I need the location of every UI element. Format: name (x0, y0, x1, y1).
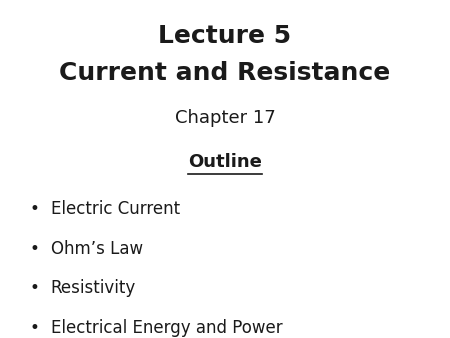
Text: •: • (30, 240, 40, 258)
Text: Electric Current: Electric Current (50, 200, 180, 218)
Text: Outline: Outline (188, 153, 262, 171)
Text: Electrical Energy and Power: Electrical Energy and Power (50, 319, 282, 337)
Text: Ohm’s Law: Ohm’s Law (50, 240, 143, 258)
Text: Chapter 17: Chapter 17 (175, 109, 275, 127)
Text: Lecture 5: Lecture 5 (158, 24, 292, 48)
Text: •: • (30, 280, 40, 297)
Text: Current and Resistance: Current and Resistance (59, 62, 391, 86)
Text: •: • (30, 319, 40, 337)
Text: Resistivity: Resistivity (50, 280, 136, 297)
Text: •: • (30, 200, 40, 218)
